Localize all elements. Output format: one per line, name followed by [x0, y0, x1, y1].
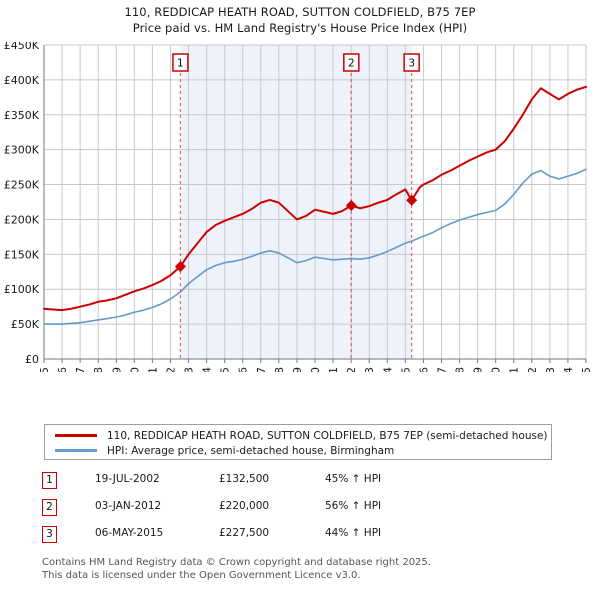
txn-marker-number: 3: [42, 526, 57, 543]
x-axis-tick-label: 2010: [309, 367, 322, 372]
txn-marker-number: 2: [42, 499, 57, 516]
table-row: 2 03-JAN-2012 £220,000 56% ↑ HPI: [42, 497, 562, 524]
marker-number-label: 2: [348, 58, 355, 70]
x-axis-tick-label: 1999: [110, 367, 123, 372]
x-axis-tick-label: 2025: [580, 367, 593, 372]
txn-date: 06-MAY-2015: [95, 527, 164, 539]
y-axis-tick-label: £200K: [4, 213, 40, 226]
legend-item-property: 110, REDDICAP HEATH ROAD, SUTTON COLDFIE…: [51, 428, 548, 443]
x-axis-tick-label: 1996: [56, 367, 69, 372]
y-axis-tick-label: £300K: [4, 144, 40, 157]
legend-label-property: 110, REDDICAP HEATH ROAD, SUTTON COLDFIE…: [107, 429, 548, 442]
x-axis-tick-label: 2001: [146, 367, 159, 372]
x-axis-tick-label: 2014: [381, 367, 394, 372]
x-axis-tick-label: 2003: [183, 367, 196, 372]
x-axis-tick-label: 2007: [255, 367, 268, 372]
page-title: 110, REDDICAP HEATH ROAD, SUTTON COLDFIE…: [0, 4, 600, 36]
title-line-1: 110, REDDICAP HEATH ROAD, SUTTON COLDFIE…: [124, 5, 476, 19]
table-row: 3 06-MAY-2015 £227,500 44% ↑ HPI: [42, 524, 562, 551]
marker-number-box: [403, 53, 420, 72]
txn-price: £227,500: [219, 527, 270, 539]
footer-line-1: Contains HM Land Registry data © Crown c…: [42, 557, 431, 568]
marker-number-box: [172, 53, 189, 72]
txn-price: £220,000: [219, 500, 270, 512]
footer-line-2: This data is licensed under the Open Gov…: [42, 569, 361, 581]
y-axis-tick-label: £450K: [4, 42, 40, 52]
legend-swatch-property: [55, 434, 97, 437]
legend-swatch-hpi: [55, 449, 97, 452]
txn-date: 19-JUL-2002: [95, 473, 160, 485]
y-axis-tick-label: £150K: [4, 248, 40, 261]
x-axis-tick-label: 2004: [201, 367, 214, 372]
x-axis-tick-label: 2012: [345, 367, 358, 372]
x-axis-tick-label: 2023: [544, 367, 557, 372]
txn-marker-number: 1: [42, 472, 57, 489]
x-axis-tick-label: 2020: [490, 367, 503, 372]
chart-legend: 110, REDDICAP HEATH ROAD, SUTTON COLDFIE…: [44, 424, 552, 460]
series-line-property: [43, 85, 587, 312]
x-axis-tick-label: 2005: [219, 367, 232, 372]
x-axis-tick-label: 2000: [128, 367, 141, 372]
x-axis-tick-label: 2013: [363, 367, 376, 372]
x-axis-tick-label: 1997: [74, 367, 87, 372]
transaction-point-marker: [174, 261, 186, 273]
ownership-span-shading: [180, 45, 412, 359]
y-axis-tick-label: £0: [25, 353, 39, 366]
txn-hpi-delta: 56% ↑ HPI: [325, 500, 382, 512]
footer-attribution: Contains HM Land Registry data © Crown c…: [42, 557, 582, 582]
x-axis-tick-label: 2015: [399, 367, 412, 372]
legend-item-hpi: HPI: Average price, semi-detached house,…: [51, 443, 545, 458]
x-axis-tick-label: 2009: [291, 367, 304, 372]
table-row: 1 19-JUL-2002 £132,500 45% ↑ HPI: [42, 470, 562, 497]
series-line-hpi: [43, 168, 587, 325]
x-axis-tick-label: 2018: [454, 367, 467, 372]
price-history-chart: £0 £50K £100K £150K £200K £250K £300K £350K £400…: [0, 42, 600, 372]
txn-price: £132,500: [219, 473, 270, 485]
x-axis-tick-label: 2016: [417, 367, 430, 372]
marker-number-box: [343, 53, 360, 72]
y-axis-tick-label: £350K: [4, 109, 40, 122]
y-axis-tick-label: £250K: [4, 179, 40, 192]
marker-number-label: 1: [177, 58, 184, 70]
x-axis-tick-label: 2019: [472, 367, 485, 372]
transaction-point-marker: [406, 194, 418, 206]
txn-date: 03-JAN-2012: [95, 500, 162, 512]
marker-number-label: 3: [408, 58, 415, 70]
x-axis-tick-label: 1995: [38, 367, 51, 372]
transaction-point-marker: [345, 199, 357, 211]
txn-hpi-delta: 44% ↑ HPI: [325, 527, 382, 539]
x-axis-tick-label: 2002: [164, 367, 177, 372]
txn-hpi-delta: 45% ↑ HPI: [325, 473, 382, 485]
legend-label-hpi: HPI: Average price, semi-detached house,…: [107, 444, 395, 457]
chart-svg: £0 £50K £100K £150K £200K £250K £300K £350K £400…: [4, 42, 593, 372]
y-axis-tick-label: £400K: [4, 74, 40, 87]
x-axis-tick-label: 2021: [508, 367, 521, 372]
x-axis-tick-label: 2017: [435, 367, 448, 372]
title-line-2: Price paid vs. HM Land Registry's House …: [132, 21, 468, 35]
x-axis-tick-label: 2006: [237, 367, 250, 372]
x-axis-tick-label: 2008: [273, 367, 286, 372]
y-axis-tick-label: £100K: [4, 283, 40, 296]
transactions-table: 1 19-JUL-2002 £132,500 45% ↑ HPI 2 03-JA…: [42, 470, 562, 551]
x-axis-tick-label: 1998: [92, 367, 105, 372]
y-axis-tick-label: £50K: [11, 318, 40, 331]
x-axis-tick-label: 2022: [526, 367, 539, 372]
x-axis-tick-label: 2024: [562, 367, 575, 372]
x-axis-tick-label: 2011: [327, 367, 340, 372]
